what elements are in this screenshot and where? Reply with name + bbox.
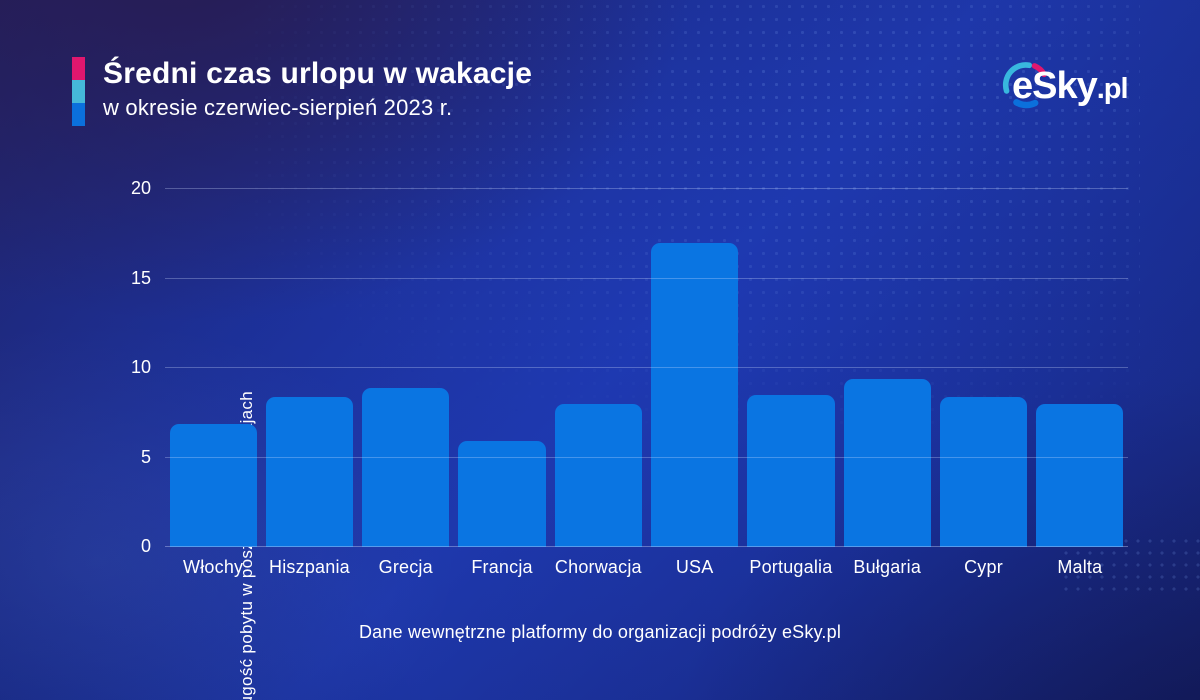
bar-francja xyxy=(458,441,546,547)
gridline-y20: 20 xyxy=(131,178,1128,198)
bar-hiszpania xyxy=(265,396,354,547)
bars-row xyxy=(165,189,1128,547)
y-tick-label: 20 xyxy=(130,178,151,198)
bar-grecja xyxy=(362,387,450,547)
bar-włochy xyxy=(169,423,257,547)
y-tick-label: 0 xyxy=(140,536,151,556)
bar-slot xyxy=(935,189,1031,547)
source-note: Dane wewnętrzne platformy do organizacji… xyxy=(358,622,842,642)
x-label-bułgaria: Bułgaria xyxy=(853,557,922,577)
plot-area: Średnia długość pobytu w poszczególnych … xyxy=(131,178,1128,700)
esky-logo: eSky.pl xyxy=(998,50,1143,112)
bar-cypr xyxy=(939,396,1028,547)
bar-slot xyxy=(646,189,742,547)
bar-slot xyxy=(743,189,839,547)
x-label-cypr: Cypr xyxy=(964,557,1003,577)
accent-bar xyxy=(72,57,85,126)
x-label-malta: Malta xyxy=(1057,557,1103,577)
bar-usa xyxy=(650,242,739,547)
page-title: Średni czas urlopu w wakacje xyxy=(103,57,533,90)
x-label-grecja: Grecja xyxy=(378,557,433,577)
y-tick-label: 10 xyxy=(130,357,151,377)
gridline-y5: 5 xyxy=(141,447,1128,467)
bar-slot xyxy=(839,189,935,547)
x-label-usa: USA xyxy=(675,557,714,577)
x-label-francja: Francja xyxy=(471,557,533,577)
title-block: Średni czas urlopu w wakacje w okresie c… xyxy=(103,57,532,126)
x-label-chorwacja: Chorwacja xyxy=(554,557,642,577)
page-subtitle: w okresie czerwiec-sierpień 2023 r. xyxy=(103,95,453,120)
bar-portugalia xyxy=(747,394,835,547)
bar-slot xyxy=(454,189,550,547)
bar-slot xyxy=(261,189,357,547)
x-axis-labels: Włochy Hiszpania Grecja Francja Chorwacja USA… xyxy=(165,557,1128,578)
bar-malta xyxy=(1036,403,1124,547)
accent-segment-blue xyxy=(72,103,85,126)
esky-logo-icon: eSky.pl xyxy=(1002,62,1129,109)
gridline-y10: 10 xyxy=(131,357,1128,377)
gridline-y15: 15 xyxy=(131,268,1128,288)
y-tick-label: 5 xyxy=(140,446,151,467)
bar-slot xyxy=(358,189,454,547)
bar-slot xyxy=(165,189,261,547)
bar-slot xyxy=(1032,189,1128,547)
bar-bułgaria xyxy=(843,378,931,547)
x-label-hiszpania: Hiszpania xyxy=(269,557,350,577)
gridline-y0: 0 xyxy=(141,536,1128,556)
x-label-portugalia: Portugalia xyxy=(749,557,833,577)
bar-slot xyxy=(550,189,646,547)
header: Średni czas urlopu w wakacje w okresie c… xyxy=(72,57,532,126)
accent-segment-cyan xyxy=(72,80,85,103)
bar-chorwacja xyxy=(554,403,642,547)
y-tick-label: 15 xyxy=(130,267,151,288)
x-label-włochy: Włochy xyxy=(183,557,244,577)
svg-text:eSky.pl: eSky.pl xyxy=(1012,65,1128,107)
accent-segment-pink xyxy=(72,57,85,80)
